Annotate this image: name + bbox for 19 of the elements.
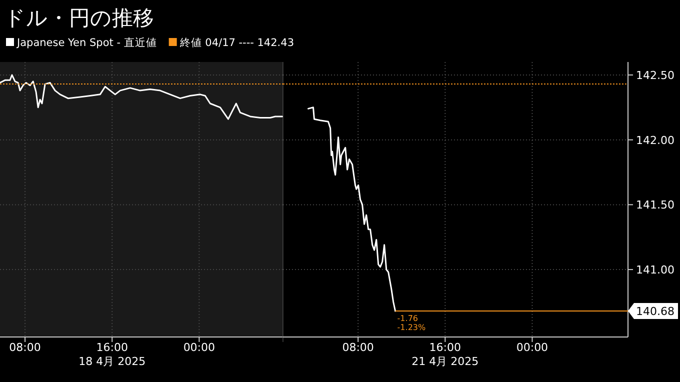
x-tick-label: 08:00 — [9, 341, 41, 354]
y-tick-label: 141.00 — [636, 264, 674, 277]
x-tick-label: 00:00 — [516, 341, 548, 354]
annotation: -1.76 — [397, 314, 418, 324]
y-tick-label: 142.00 — [636, 134, 674, 147]
annotation: -1.23% — [397, 323, 426, 332]
text: 21 4月 2025 — [412, 355, 479, 368]
text: 18 4月 2025 — [78, 355, 146, 368]
legend-label: 終値 04/17 ---- 142.43 — [178, 37, 294, 49]
x-tick-label: 08:00 — [342, 341, 374, 354]
x-tick-label: 00:00 — [183, 341, 216, 354]
x-tick-label: 16:00 — [96, 341, 128, 354]
legend-label: Japanese Yen Spot - 直近値 — [16, 36, 157, 49]
line-series — [307, 106, 396, 312]
x-tick-label: 16:00 — [429, 341, 461, 354]
y-tick-label: 141.50 — [636, 198, 674, 212]
y-tick-label: 142.50 — [636, 68, 674, 82]
ref-line-label: 140.68 — [636, 305, 674, 318]
chart-title: ドル・円の推移 — [4, 6, 154, 30]
